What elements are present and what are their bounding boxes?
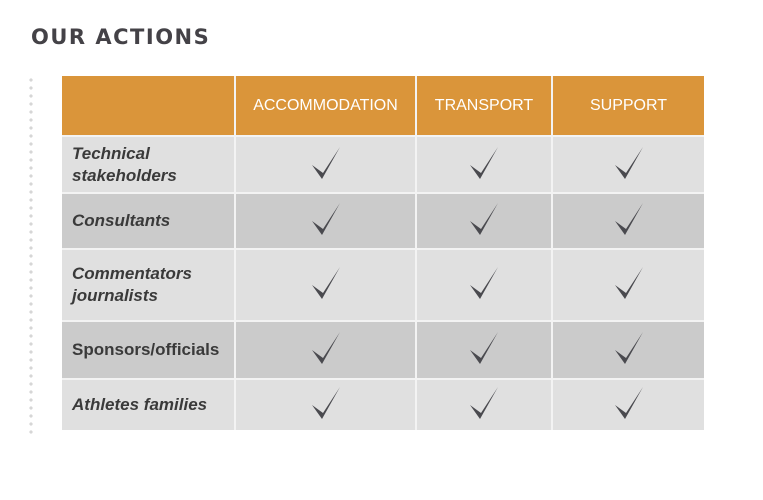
column-header: TRANSPORT bbox=[417, 76, 551, 135]
checkmark-icon bbox=[311, 201, 341, 241]
table-cell bbox=[236, 137, 415, 192]
table-cell bbox=[553, 194, 704, 248]
checkmark-icon bbox=[311, 385, 341, 425]
table-cell bbox=[236, 250, 415, 320]
checkmark-icon bbox=[614, 145, 644, 185]
checkmark-icon bbox=[614, 385, 644, 425]
page-title: OUR ACTIONS bbox=[31, 25, 211, 49]
checkmark-icon bbox=[614, 330, 644, 370]
checkmark-icon bbox=[311, 265, 341, 305]
checkmark-icon bbox=[469, 265, 499, 305]
column-header: SUPPORT bbox=[553, 76, 704, 135]
row-label: Commentators journalists bbox=[62, 250, 234, 320]
table-cell bbox=[417, 194, 551, 248]
checkmark-icon bbox=[469, 201, 499, 241]
row-label: Consultants bbox=[62, 194, 234, 248]
checkmark-icon bbox=[469, 330, 499, 370]
table-cell bbox=[417, 137, 551, 192]
checkmark-icon bbox=[469, 145, 499, 185]
checkmark-icon bbox=[614, 201, 644, 241]
table-cell bbox=[417, 380, 551, 430]
table-cell bbox=[417, 250, 551, 320]
table-cell bbox=[236, 194, 415, 248]
table-cell bbox=[236, 322, 415, 378]
column-header bbox=[62, 76, 234, 135]
checkmark-icon bbox=[469, 385, 499, 425]
table-cell bbox=[236, 380, 415, 430]
table-cell bbox=[417, 322, 551, 378]
row-label: Technical stakeholders bbox=[62, 137, 234, 192]
table-cell bbox=[553, 250, 704, 320]
row-label: Athletes families bbox=[62, 380, 234, 430]
column-header: ACCOMMODATION bbox=[236, 76, 415, 135]
actions-table: ACCOMMODATION TRANSPORT SUPPORT Technical s… bbox=[62, 76, 704, 430]
checkmark-icon bbox=[311, 145, 341, 185]
table-cell bbox=[553, 380, 704, 430]
checkmark-icon bbox=[311, 330, 341, 370]
checkmark-icon bbox=[614, 265, 644, 305]
dotted-divider bbox=[29, 76, 33, 434]
table-cell bbox=[553, 322, 704, 378]
row-label: Sponsors/officials bbox=[62, 322, 234, 378]
table-cell bbox=[553, 137, 704, 192]
